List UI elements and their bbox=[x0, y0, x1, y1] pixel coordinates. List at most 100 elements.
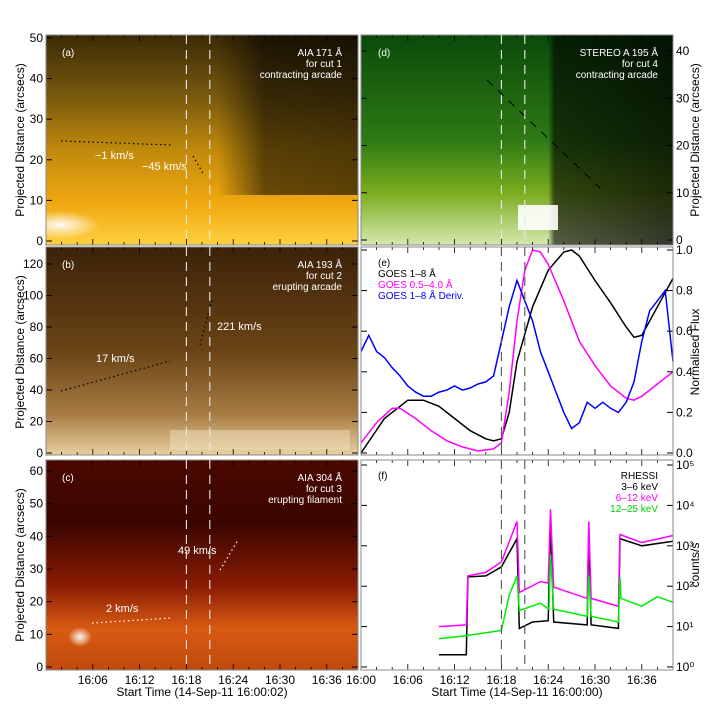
x-tick-label: 16:30 bbox=[265, 673, 295, 687]
y-tick-label: 20 bbox=[676, 139, 690, 153]
x-axis-title: Start Time (14-Sep-11 16:00:00) bbox=[431, 685, 602, 699]
panel-e: (e) GOES 1–8 Å GOES 0.5–4.0 Å GOES 1–8 Å… bbox=[360, 247, 702, 455]
panel-frame bbox=[45, 459, 359, 671]
panel-f: (f) RHESSI 3–6 keV 6–12 keV 12–25 keV co… bbox=[361, 460, 702, 699]
y-tick-label: 0 bbox=[676, 233, 683, 247]
y-axis-title: Projected Distance (arcsecs) bbox=[13, 275, 27, 428]
velocity-fit-line bbox=[219, 539, 239, 571]
y-tick-label: 10 bbox=[30, 627, 44, 641]
panel-d: (d) STEREO A 195 Å for cut 4 contracting… bbox=[361, 35, 702, 245]
y-tick-label: 20 bbox=[30, 415, 44, 429]
panel-annotation: erupting arcade bbox=[273, 282, 343, 293]
y-axis-title: Projected Distance (arcsecs) bbox=[13, 63, 27, 216]
panel-d-bright-pixel bbox=[518, 205, 558, 230]
velocity-label: 221 km/s bbox=[217, 321, 262, 333]
panel-a-dark-region bbox=[46, 35, 358, 195]
series-line bbox=[360, 249, 674, 454]
panel-frame bbox=[45, 246, 359, 456]
y-tick-label: 60 bbox=[30, 464, 44, 478]
contraction-fit-line bbox=[486, 79, 601, 189]
y-tick-label: 0.0 bbox=[676, 446, 693, 460]
panel-annotation: AIA 171 Å bbox=[298, 46, 343, 59]
y-tick-label: 0.8 bbox=[676, 284, 693, 298]
x-tick-label: 16:36 bbox=[312, 673, 342, 687]
y-tick-label: 120 bbox=[23, 257, 43, 271]
y-tick-label: 0.4 bbox=[676, 365, 693, 379]
velocity-fit-line bbox=[60, 360, 171, 392]
legend-entry: GOES 1–8 Å bbox=[378, 267, 436, 280]
y-tick-label: 10³ bbox=[676, 539, 693, 553]
x-tick-label: 16:06 bbox=[393, 673, 423, 687]
y-tick-label: 0.2 bbox=[676, 405, 693, 419]
series-line bbox=[360, 278, 674, 430]
y-tick-label: 10⁰ bbox=[676, 660, 694, 674]
panel-b: 17 km/s 221 km/s (b) AIA 193 Å for cut 2… bbox=[13, 247, 358, 455]
legend-entry: GOES 1–8 Å Deriv. bbox=[378, 289, 464, 302]
panel-frame bbox=[360, 246, 674, 456]
y-tick-label: 10⁴ bbox=[676, 498, 695, 512]
panel-a-bright-spot bbox=[20, 211, 100, 239]
y-tick-label: 20 bbox=[30, 153, 44, 167]
x-axis-title: Start Time (14-Sep-11 16:00:02) bbox=[116, 685, 287, 699]
y-tick-label: 30 bbox=[30, 112, 44, 126]
legend-entry: 6–12 keV bbox=[616, 493, 659, 504]
x-tick-label: 16:00 bbox=[346, 673, 376, 687]
velocity-fit-line bbox=[60, 140, 173, 146]
x-tick-label: 16:12 bbox=[440, 673, 470, 687]
y-tick-label: 40 bbox=[30, 529, 44, 543]
y-tick-label: 1.0 bbox=[676, 243, 693, 257]
velocity-label: −45 km/s bbox=[142, 161, 187, 173]
x-tick-label: 16:30 bbox=[580, 673, 610, 687]
series-line bbox=[360, 249, 674, 452]
y-tick-label: 80 bbox=[30, 320, 44, 334]
panel-letter: (b) bbox=[62, 260, 74, 271]
panel-d-dark-region bbox=[361, 35, 673, 245]
panel-annotation: for cut 2 bbox=[306, 271, 343, 282]
x-tick-label: 16:12 bbox=[125, 673, 155, 687]
velocity-label: 17 km/s bbox=[96, 353, 135, 365]
velocity-fit-line bbox=[199, 299, 213, 346]
panel-a: −1 km/s −45 km/s (a) AIA 171 Å for cut 1… bbox=[13, 35, 358, 245]
y-tick-label: 0 bbox=[36, 446, 43, 460]
y-tick-label: 10 bbox=[30, 193, 44, 207]
velocity-fit-line bbox=[192, 155, 205, 176]
x-tick-label: 16:24 bbox=[218, 673, 248, 687]
y-axis-title: Normalised Flux bbox=[688, 309, 702, 396]
panel-annotation: for cut 4 bbox=[622, 59, 659, 70]
panel-c-bright-spot bbox=[68, 627, 92, 647]
legend-title: RHESSI bbox=[621, 471, 658, 482]
panel-annotation: STEREO A 195 Å bbox=[580, 46, 659, 59]
y-tick-label: 0 bbox=[36, 234, 43, 248]
y-axis-title: Projected Distance (arcsecs) bbox=[13, 488, 27, 641]
panel-frame bbox=[360, 459, 674, 671]
x-tick-label: 16:18 bbox=[486, 673, 516, 687]
panel-frame bbox=[360, 34, 674, 246]
velocity-label: 49 km/s bbox=[178, 545, 217, 557]
x-tick-label: 16:36 bbox=[627, 673, 657, 687]
legend-entry: 12–25 keV bbox=[610, 504, 658, 515]
panel-b-image bbox=[46, 247, 358, 455]
panel-c: 2 km/s 49 km/s (c) AIA 304 Å for cut 3 e… bbox=[13, 460, 358, 699]
panel-b-bright-band bbox=[170, 430, 350, 450]
panel-annotation: for cut 1 bbox=[306, 59, 343, 70]
panel-letter: (a) bbox=[62, 48, 74, 59]
x-tick-label: 16:06 bbox=[78, 673, 108, 687]
y-tick-label: 20 bbox=[30, 595, 44, 609]
y-tick-label: 30 bbox=[30, 562, 44, 576]
y-tick-label: 40 bbox=[676, 44, 690, 58]
panel-annotation: AIA 193 Å bbox=[298, 258, 343, 271]
panel-letter: (c) bbox=[62, 473, 74, 484]
panel-annotation: AIA 304 Å bbox=[298, 471, 343, 484]
panel-annotation: contracting arcade bbox=[576, 70, 659, 81]
x-tick-label: 16:18 bbox=[171, 673, 201, 687]
series-line bbox=[438, 554, 674, 640]
y-tick-label: 0 bbox=[36, 660, 43, 674]
legend-entry: GOES 0.5–4.0 Å bbox=[378, 278, 453, 291]
y-tick-label: 50 bbox=[30, 497, 44, 511]
y-tick-label: 10⁵ bbox=[676, 458, 694, 472]
panel-annotation: erupting filament bbox=[268, 495, 342, 506]
panel-frame bbox=[45, 34, 359, 246]
y-tick-label: 30 bbox=[676, 91, 690, 105]
panel-c-image bbox=[46, 460, 358, 670]
